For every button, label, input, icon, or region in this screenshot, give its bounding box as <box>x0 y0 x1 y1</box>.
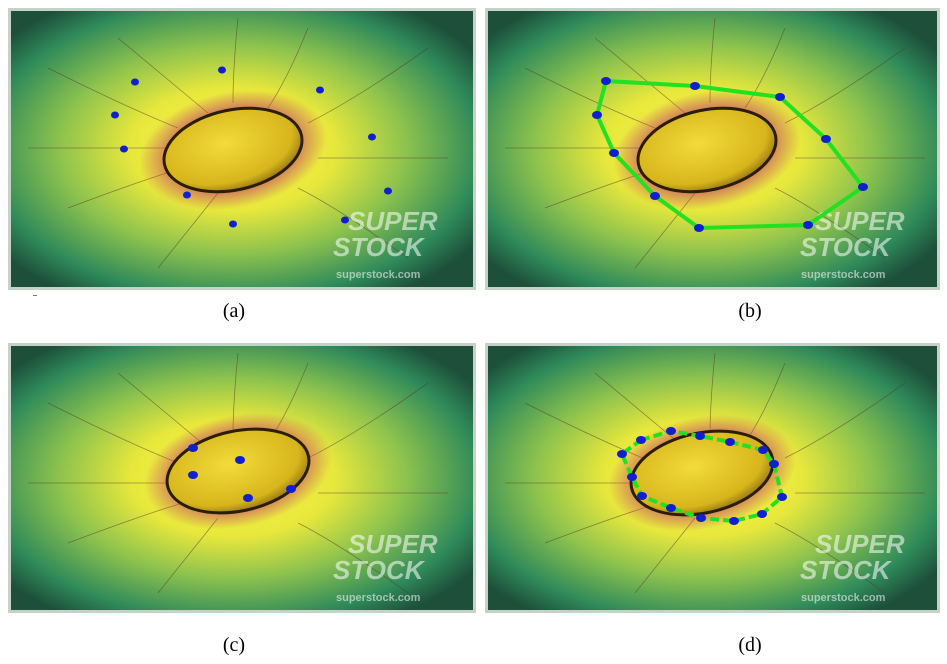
watermark-url: superstock.com <box>336 269 421 281</box>
stray-mark <box>33 295 37 296</box>
watermark-stock: STOCK <box>333 232 426 262</box>
watermark-stock: STOCK <box>333 555 426 585</box>
panel-c: SUPER STOCK superstock.com <box>8 343 476 613</box>
panel-a: SUPER STOCK superstock.com <box>8 8 476 290</box>
caption-c: (c) <box>222 634 246 656</box>
panel-c-image: SUPER STOCK superstock.com <box>8 343 476 613</box>
panel-d-image: SUPER STOCK superstock.com <box>485 343 940 613</box>
control-points <box>617 427 787 525</box>
panel-d: SUPER STOCK superstock.com <box>485 343 940 613</box>
panel-a-image: SUPER STOCK superstock.com <box>8 8 476 290</box>
caption-a: (a) <box>222 300 246 322</box>
watermark-url: superstock.com <box>336 592 421 604</box>
caption-d: (d) <box>738 634 762 656</box>
watermark-stock: STOCK <box>800 555 893 585</box>
watermark: SUPER STOCK superstock.com <box>333 529 438 604</box>
watermark-url: superstock.com <box>801 592 886 604</box>
panel-b-image: SUPER STOCK superstock.com <box>485 8 940 290</box>
watermark: SUPER STOCK superstock.com <box>800 529 905 604</box>
watermark: SUPER STOCK superstock.com <box>333 206 438 281</box>
watermark-url: superstock.com <box>801 269 886 281</box>
control-points <box>111 66 392 228</box>
caption-b: (b) <box>738 300 762 322</box>
watermark-super: SUPER <box>815 529 905 559</box>
watermark-super: SUPER <box>348 206 438 236</box>
watermark: SUPER STOCK superstock.com <box>800 206 905 281</box>
panel-b: SUPER STOCK superstock.com <box>485 8 940 290</box>
control-points <box>592 77 868 232</box>
watermark-super: SUPER <box>348 529 438 559</box>
control-points <box>188 444 296 502</box>
watermark-stock: STOCK <box>800 232 893 262</box>
